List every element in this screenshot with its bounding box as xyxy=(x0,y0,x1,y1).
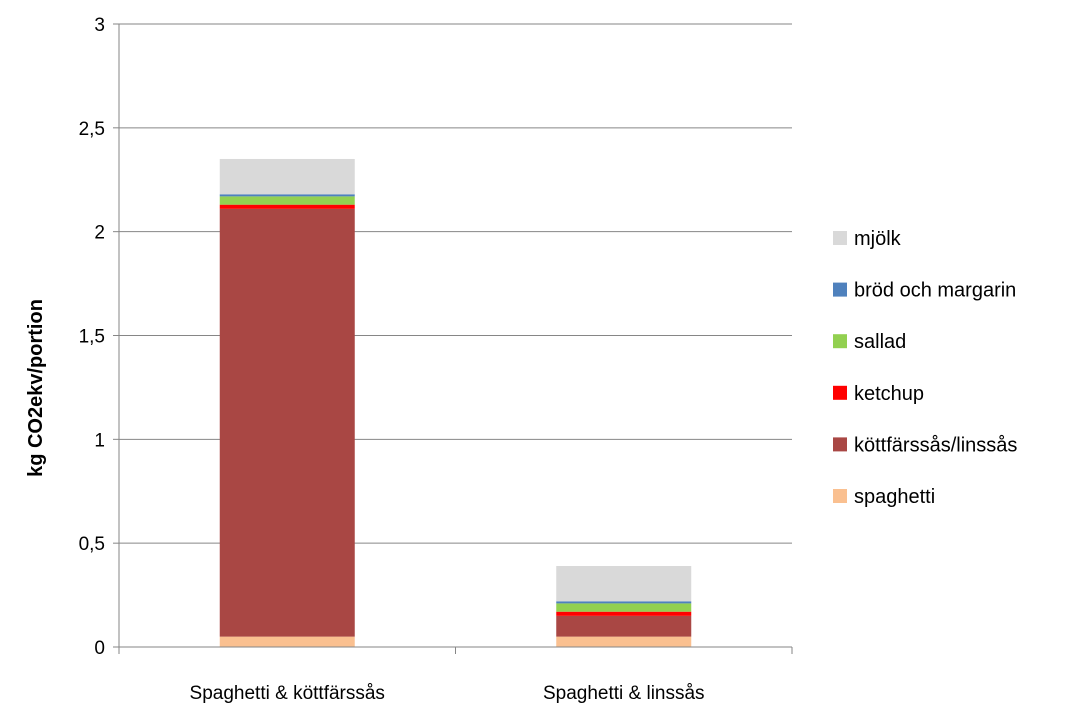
legend-swatch xyxy=(833,334,847,349)
legend: mjölk bröd och margarin sallad ketchup köttf… xyxy=(833,228,1017,508)
bar-segment xyxy=(219,208,355,637)
bar-segment xyxy=(219,194,355,197)
y-tick-label: 3 xyxy=(94,15,105,36)
legend-label: ketchup xyxy=(854,383,924,405)
y-axis-title: kg CO2ekv/portion xyxy=(25,299,47,477)
axes xyxy=(113,23,793,654)
legend-swatch xyxy=(833,489,847,503)
legend-label: spaghetti xyxy=(854,486,935,508)
y-tick-labels: 0 0,5 1 1,5 2 2,5 3 xyxy=(79,15,105,659)
legend-swatch xyxy=(833,385,847,400)
x-category-label: Spaghetti & köttfärssås xyxy=(190,683,385,704)
bar-segment xyxy=(556,615,692,637)
legend-label: köttfärssås/linssås xyxy=(854,434,1017,456)
bars xyxy=(219,158,692,647)
bar-segment xyxy=(219,158,355,195)
bar-segment xyxy=(556,636,692,647)
bar-segment xyxy=(219,204,355,209)
bar-segment xyxy=(556,611,692,616)
legend-label: mjölk xyxy=(854,228,902,250)
legend-label: sallad xyxy=(854,331,906,353)
y-tick-label: 1,5 xyxy=(79,327,105,348)
y-tick-label: 2,5 xyxy=(79,119,105,140)
bar-segment xyxy=(219,196,355,205)
legend-swatch xyxy=(833,231,847,245)
y-tick-label: 0 xyxy=(94,638,105,659)
y-tick-label: 2 xyxy=(94,223,105,244)
bar-segment xyxy=(556,601,692,604)
x-category-labels: Spaghetti & köttfärssås Spaghetti & linss… xyxy=(190,683,705,704)
bar-segment xyxy=(556,566,692,602)
legend-swatch xyxy=(833,282,847,297)
y-tick-label: 0,5 xyxy=(79,534,105,555)
bar-segment xyxy=(219,636,355,647)
legend-swatch xyxy=(833,437,847,452)
x-category-label: Spaghetti & linssås xyxy=(543,683,705,704)
bar-segment xyxy=(556,603,692,612)
legend-label: bröd och margarin xyxy=(854,280,1016,302)
y-tick-label: 1 xyxy=(94,430,105,451)
